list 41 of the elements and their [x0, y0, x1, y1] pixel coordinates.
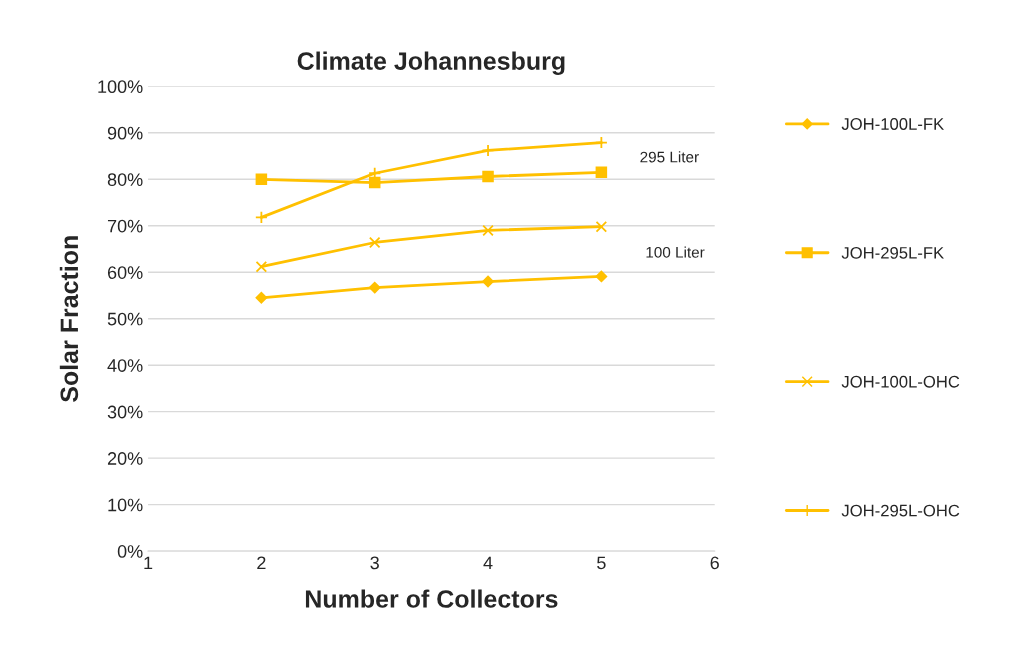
legend-label: JOH-295L-OHC: [841, 504, 960, 517]
point: [255, 291, 268, 304]
legend-label: JOH-295L-FK: [841, 246, 944, 259]
point: [368, 176, 381, 189]
y-tick-label: 0%: [117, 545, 143, 558]
x-tick-label: 4: [483, 556, 493, 570]
y-tick-label: 50%: [107, 312, 143, 326]
annotation: 295 Liter: [640, 151, 699, 163]
annotation: 100 Liter: [646, 246, 705, 258]
y-axis-title: Solar Fraction: [59, 236, 79, 403]
x-tick-label: 6: [710, 556, 719, 570]
y-tick-label: 80%: [107, 173, 143, 186]
x-axis-title: Number of Collectors: [305, 589, 558, 608]
x-tick-label: 1: [144, 556, 153, 570]
y-tick-label: 30%: [107, 405, 143, 419]
point: [595, 270, 608, 283]
point: [594, 136, 608, 150]
point: [368, 236, 381, 249]
point: [254, 210, 268, 224]
chart-title: Climate Johannesburg: [297, 51, 565, 75]
point: [595, 166, 608, 179]
point: [595, 220, 608, 233]
x-tick-label: 2: [257, 556, 266, 570]
point: [482, 170, 494, 183]
y-tick-label: 10%: [108, 498, 143, 512]
legend-label: JOH-100L-FK: [841, 118, 944, 130]
point: [368, 281, 381, 294]
y-tick-label: 70%: [107, 219, 143, 233]
point: [482, 224, 494, 237]
y-tick-label: 40%: [107, 359, 143, 372]
x-tick-label: 5: [597, 556, 606, 570]
point: [482, 275, 494, 288]
point: [255, 173, 268, 186]
y-tick-label: 60%: [107, 266, 143, 279]
legend-label: JOH-100L-OHC: [841, 375, 960, 388]
point: [481, 144, 495, 157]
y-tick-label: 20%: [107, 452, 143, 465]
y-tick-label: 100%: [98, 80, 143, 94]
x-tick-label: 3: [370, 556, 379, 570]
y-tick-label: 90%: [107, 126, 143, 140]
point: [255, 260, 268, 273]
